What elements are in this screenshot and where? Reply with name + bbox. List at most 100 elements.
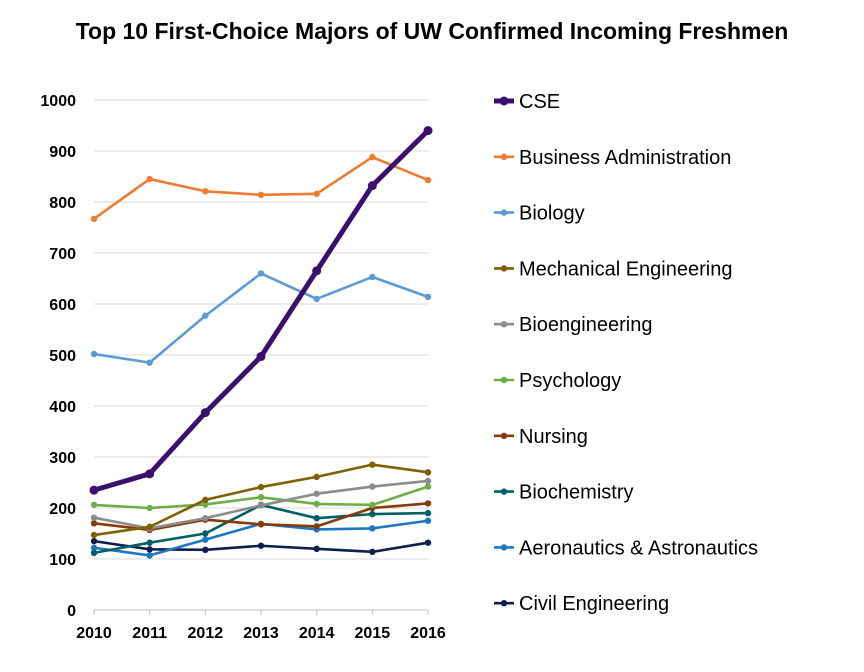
x-tick-label: 2010	[76, 625, 112, 642]
legend-swatch-marker	[500, 153, 508, 160]
y-tick-label: 100	[49, 552, 76, 569]
x-tick-label: 2015	[355, 625, 391, 642]
legend-item: Civil Engineering	[494, 593, 669, 615]
data-point	[90, 514, 98, 521]
data-point	[424, 477, 432, 485]
data-point	[90, 350, 98, 358]
data-point	[200, 408, 210, 418]
legend-label: Nursing	[519, 426, 588, 448]
legend-swatch-marker	[500, 488, 508, 495]
data-point	[257, 542, 265, 549]
series-psychology	[90, 483, 432, 512]
data-point	[369, 501, 376, 509]
chart-title: Top 10 First-Choice Majors of UW Confirm…	[75, 18, 789, 44]
data-point	[202, 312, 209, 319]
legend-swatch-marker	[500, 432, 508, 439]
y-tick-label: 800	[49, 195, 76, 212]
legend-item: Aeronautics & Astronautics	[494, 537, 758, 559]
data-point	[424, 500, 432, 507]
data-point	[90, 537, 98, 545]
data-point	[313, 523, 320, 530]
data-point	[146, 552, 153, 559]
legend-item: Biology	[494, 203, 585, 225]
data-point	[146, 546, 153, 553]
x-tick-label: 2013	[243, 625, 279, 642]
data-point	[146, 359, 153, 366]
data-point	[146, 523, 153, 531]
y-tick-label: 500	[49, 348, 76, 365]
legend-item: Biochemistry	[494, 482, 633, 504]
x-tick-label: 2014	[299, 625, 335, 642]
series-line	[93, 272, 429, 364]
data-point	[202, 546, 209, 554]
legend-item: Bioengineering	[494, 314, 652, 336]
series-lines	[89, 126, 433, 559]
y-tick-label: 900	[49, 144, 76, 161]
x-tick-label: 2012	[188, 625, 224, 642]
data-point	[90, 544, 98, 551]
legend-item: CSE	[494, 91, 560, 113]
data-point	[90, 520, 98, 527]
legend-swatch-marker	[500, 544, 508, 551]
data-point	[313, 473, 320, 481]
legend-item: Mechanical Engineering	[494, 258, 732, 280]
data-point	[313, 545, 320, 552]
data-point	[424, 539, 432, 546]
data-point	[369, 510, 376, 518]
data-point	[202, 188, 209, 195]
legend-item: Nursing	[494, 426, 588, 448]
data-point	[202, 496, 209, 504]
y-tick-label: 700	[49, 246, 76, 263]
legend-label: Biology	[519, 203, 585, 225]
data-point	[257, 494, 265, 501]
data-point	[424, 517, 432, 524]
x-tick-label: 2011	[132, 625, 167, 642]
legend-item: Business Administration	[494, 147, 731, 169]
data-point	[202, 530, 209, 537]
data-point	[90, 549, 98, 557]
data-point	[312, 266, 322, 276]
y-tick-label: 0	[67, 603, 76, 620]
y-tick-label: 1000	[40, 93, 76, 110]
legend-swatch-marker	[500, 209, 508, 216]
legend-label: Biochemistry	[519, 482, 633, 504]
data-point	[256, 352, 266, 362]
data-point	[424, 293, 432, 301]
data-point	[369, 153, 376, 161]
data-point	[90, 215, 98, 223]
series-biology	[90, 270, 432, 366]
data-point	[90, 501, 98, 509]
y-tick-label: 600	[49, 297, 76, 314]
data-point	[424, 483, 432, 490]
axes: 0 100 200 300 400 500 600 700 800 900 1000 2010 2011…	[40, 93, 445, 642]
data-point	[424, 176, 432, 184]
data-point	[369, 461, 376, 468]
data-point	[90, 531, 98, 539]
data-point	[257, 191, 265, 199]
data-point	[146, 175, 153, 183]
series-civil-engineering	[90, 537, 432, 556]
data-point	[145, 469, 155, 479]
series-mechanical-engineering	[90, 461, 432, 539]
data-point	[257, 483, 265, 491]
data-point	[202, 501, 209, 508]
y-tick-label: 200	[49, 501, 76, 518]
legend-swatch-marker	[500, 600, 508, 607]
data-point	[423, 126, 433, 136]
data-point	[202, 515, 209, 522]
x-tick-label: 2016	[410, 625, 446, 642]
data-point	[313, 500, 320, 508]
series-line	[93, 155, 429, 220]
data-point	[369, 273, 376, 281]
legend-swatch-marker	[499, 96, 509, 106]
legend-label: CSE	[519, 91, 560, 113]
legend-label: Bioengineering	[519, 314, 652, 336]
legend-label: Psychology	[519, 370, 621, 392]
y-tick-label: 400	[49, 399, 76, 416]
legend-label: Business Administration	[519, 147, 731, 169]
data-point	[313, 295, 320, 303]
data-point	[257, 502, 265, 509]
data-point	[313, 490, 320, 497]
legend-swatch-marker	[500, 376, 508, 384]
